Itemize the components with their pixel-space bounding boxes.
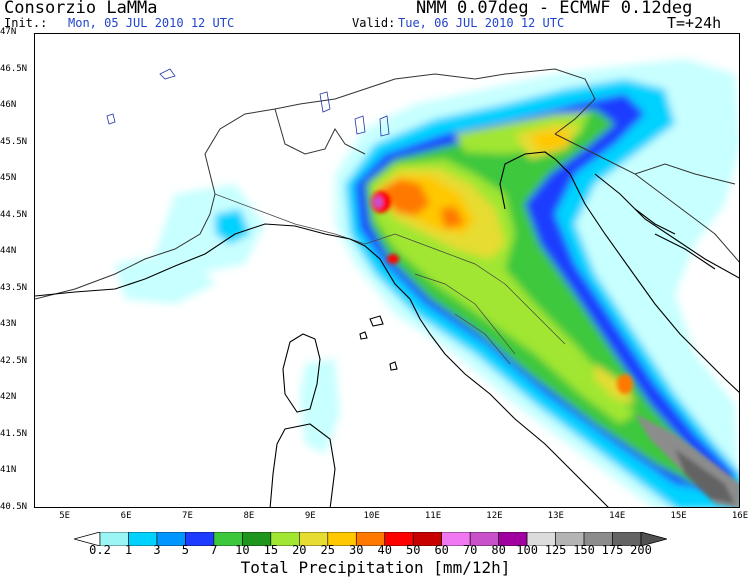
colorbar-level-label: 70 [462,543,478,557]
init-value: Mon, 05 JUL 2010 12 UTC [68,16,235,30]
lat-label: 46N [0,100,17,111]
heavy-band [635,414,739,507]
colorbar-level-label: 150 [573,543,595,557]
lat-label: 45.5N [0,136,28,147]
precip-peak [371,191,633,394]
lat-label: 44N [0,246,17,257]
lakes [106,68,390,137]
organization-title: Consorzio LaMMa [4,0,158,18]
colorbar-level-label: 125 [544,543,567,557]
lon-label: 15E [670,511,687,521]
colorbar-level-label: 15 [263,543,279,557]
colorbar-level-label: 1 [124,543,133,557]
colorbar-level-label: 50 [405,543,421,557]
lead-time: T=+24h [667,14,722,32]
colorbar-over-arrow [640,531,669,547]
colorbar-level-label: 60 [434,543,449,557]
precipitation-map [34,33,740,508]
lat-label: 42.5N [0,355,28,366]
lon-label: 12E [486,511,503,521]
precip-field [115,59,739,507]
lat-label: 44.5N [0,209,28,220]
lat-label: 41N [0,465,17,476]
lon-label: 10E [363,511,380,521]
lon-label: 14E [609,511,626,521]
colorbar-swatches [72,531,669,547]
lon-label: 9E [304,511,316,521]
colorbar-level-label: 175 [601,543,624,557]
valid-value: Tue, 06 JUL 2010 12 UTC [398,16,565,30]
colorbar-title: Total Precipitation [mm/12h] [240,558,511,577]
lat-label: 41.5N [0,428,28,439]
lon-label: 5E [59,511,71,521]
colorbar-level-label: 25 [320,543,335,557]
colorbar-level-label: 7 [210,543,218,557]
lon-label: 6E [120,511,132,521]
regional-borders [214,193,566,365]
colorbar-level-label: 3 [153,543,161,557]
map-canvas [35,59,739,507]
lon-label: 7E [182,511,193,521]
model-title: NMM 0.07deg - ECMWF 0.12deg [416,0,693,18]
lon-label: 8E [243,511,255,521]
colorbar-level-label: 5 [181,543,190,557]
lat-label: 45N [0,173,17,184]
colorbar-level-label: 200 [630,543,652,557]
lat-label: 47N [0,27,17,37]
colorbar-level-label: 100 [516,543,538,557]
colorbar-level-label: 40 [377,543,392,557]
colorbar-level-label: 0.2 [89,543,111,557]
lat-label: 43.5N [0,282,28,293]
national-borders [35,68,739,300]
lon-label: 11E [424,511,442,521]
init-label: Init.: [4,16,48,30]
colorbar-level-label: 10 [235,543,250,557]
lat-label: 43N [0,319,17,330]
colorbar-level-label: 20 [292,543,307,557]
valid-label: Valid: [352,16,396,30]
lat-label: 42N [0,392,17,403]
lon-label: 16E [731,511,749,521]
colorbar-level-label: 80 [491,543,506,557]
lon-label: 13E [547,511,564,521]
coastlines [35,151,739,507]
lat-label: 46.5N [0,63,28,74]
colorbar-level-label: 30 [349,543,364,557]
precipitation-colorbar [72,531,669,547]
lat-label: 40.5N [0,502,28,512]
